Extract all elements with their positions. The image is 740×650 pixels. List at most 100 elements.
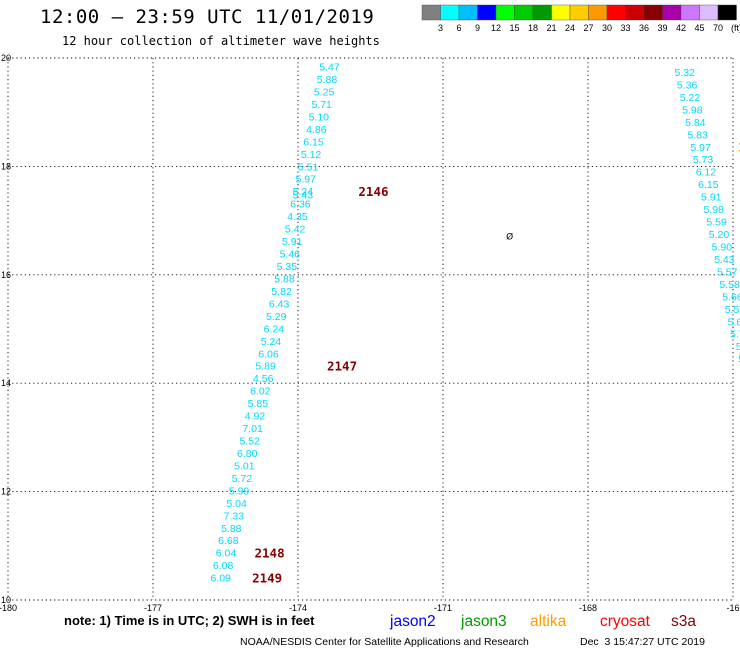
satellite-s3a: s3a	[671, 613, 696, 630]
legend-label: 33	[620, 23, 630, 33]
x-tick-label: -174	[289, 603, 307, 613]
wave-height-point: 5.59	[706, 217, 727, 229]
legend-swatch	[495, 4, 515, 21]
wave-height-point: 5.22	[680, 92, 701, 104]
legend-swatch	[625, 4, 645, 21]
legend-swatch	[662, 4, 682, 21]
wave-height-point: 5.04	[226, 498, 247, 510]
wave-height-point: 5.72	[232, 473, 253, 485]
wave-height-point: 5.71	[311, 99, 332, 111]
wave-height-point: 5.91	[701, 192, 722, 204]
wave-height-point: 6.15	[698, 179, 719, 191]
wave-height-point: 5.24	[261, 336, 282, 348]
x-tick-label: -171	[434, 603, 452, 613]
time-label: 2149	[252, 570, 282, 585]
satellite-jason2: jason2	[389, 613, 436, 630]
wave-height-point: 5.51	[298, 161, 319, 173]
wave-height-point: 5.82	[271, 286, 292, 298]
note-text: note: 1) Time is in UTC; 2) SWH is in fe…	[64, 613, 315, 628]
wave-height-point: 5.20	[709, 229, 730, 241]
legend-label: 18	[528, 23, 538, 33]
wave-height-point: 5.43	[293, 189, 314, 201]
wave-height-point: 5.52	[239, 436, 260, 448]
wave-height-point: 6.04	[216, 548, 237, 560]
wave-height-point: 5.83	[687, 129, 708, 141]
wave-height-point: 5.98	[682, 104, 703, 116]
wave-height-point: 5.61	[728, 316, 740, 328]
wave-height-point: 6.09	[210, 573, 231, 585]
wave-height-point: 6.68	[218, 535, 239, 547]
wave-height-point: 5.74	[730, 329, 740, 341]
wave-height-point: 6.02	[250, 386, 271, 398]
y-tick-label: 14	[1, 378, 11, 388]
wave-height-point: 5.01	[234, 460, 255, 472]
wave-height-point: 5.55	[725, 304, 740, 316]
legend-swatch	[458, 4, 478, 21]
wave-height-point: 5.24	[293, 186, 314, 198]
satellite-cryosat: cryosat	[600, 613, 651, 630]
wave-height-point: 5.91	[282, 236, 303, 248]
legend-swatch	[606, 4, 626, 21]
y-tick-label: 18	[1, 161, 11, 171]
y-tick-label: 12	[1, 487, 11, 497]
wave-height-point: 5.99	[229, 485, 250, 497]
legend-swatch	[569, 4, 589, 21]
wave-height-point: 6.80	[237, 448, 258, 460]
wave-height-point: 5.46	[280, 249, 301, 261]
wave-height-point: 7.33	[223, 510, 244, 522]
time-label: 2147	[327, 358, 357, 373]
legend-label: 42	[676, 23, 686, 33]
chart-subtitle: 12 hour collection of altimeter wave hei…	[62, 34, 380, 48]
wave-height-point: 5.57	[717, 266, 738, 278]
wave-height-point: 5.88	[221, 523, 242, 535]
wave-height-point: 5.10	[309, 111, 330, 123]
wave-height-point: 5.88	[317, 74, 338, 86]
legend-swatch	[421, 4, 441, 21]
legend-swatch	[699, 4, 719, 21]
wave-height-point: 6.43	[269, 298, 290, 310]
legend-swatch	[514, 4, 534, 21]
wave-height-point: 5.12	[301, 149, 322, 161]
footer-credit: NOAA/NESDIS Center for Satellite Applica…	[240, 636, 529, 648]
legend-label: 27	[583, 23, 593, 33]
wave-height-point: 5.25	[314, 86, 335, 98]
wave-height-point: 5.66	[722, 291, 740, 303]
plot-area: 5.475.885.255.715.104.866.155.125.515.97…	[210, 62, 740, 586]
wave-height-point: 5.98	[703, 204, 724, 216]
satellite-legend: jason2 jason3 altika cryosat s3a	[389, 613, 696, 630]
wave-height-point: 5.58	[719, 279, 740, 291]
x-tick-label: -16	[726, 603, 739, 613]
legend-label: 30	[602, 23, 612, 33]
wave-height-point: 6.12	[696, 167, 717, 179]
legend-label: 21	[546, 23, 556, 33]
legend-swatch	[588, 4, 608, 21]
legend-swatch	[551, 4, 571, 21]
legend-label: 15	[509, 23, 519, 33]
wave-height-point: 5.89	[255, 361, 276, 373]
legend-label: 24	[565, 23, 575, 33]
footer: note: 1) Time is in UTC; 2) SWH is in fe…	[64, 613, 705, 648]
time-label: 2148	[255, 545, 285, 560]
legend-label: 12	[491, 23, 501, 33]
wave-height-point: 5.35	[277, 261, 298, 273]
wave-height-point: 5.73	[693, 154, 714, 166]
legend-label: 6	[456, 23, 461, 33]
wave-height-point: 5.43	[714, 254, 735, 266]
y-tick-label: 20	[1, 53, 11, 63]
wave-height-point: 4.92	[245, 411, 266, 423]
legend-label: 45	[694, 23, 704, 33]
wave-height-point: 5.47	[319, 62, 340, 74]
wave-height-point: 4.35	[287, 211, 308, 223]
satellite-jason3: jason3	[460, 613, 507, 630]
wave-height-point: 6.08	[213, 560, 234, 572]
y-tick-label: 16	[1, 270, 11, 280]
legend-label: 36	[639, 23, 649, 33]
wave-height-point: 5.84	[685, 117, 706, 129]
wave-height-point: 6.15	[303, 136, 324, 148]
legend-swatch	[680, 4, 700, 21]
wave-height-point: 5.97	[296, 174, 317, 186]
wave-height-point: 5.42	[285, 224, 306, 236]
wave-height-point: 7.01	[242, 423, 263, 435]
footer-timestamp: Dec 3 15:47:27 UTC 2019	[580, 636, 705, 648]
wave-height-point: 5.90	[712, 241, 733, 253]
